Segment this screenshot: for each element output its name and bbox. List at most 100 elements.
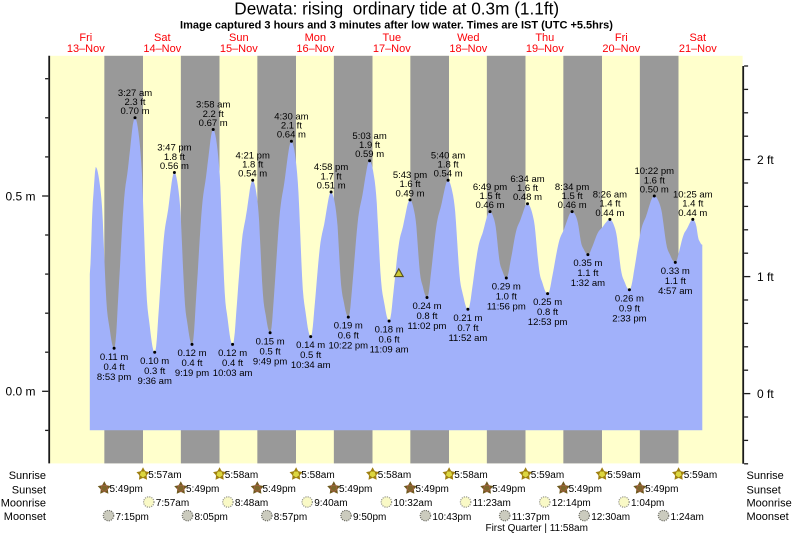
svg-text:6:49 pm: 6:49 pm xyxy=(473,182,507,193)
svg-text:11:52 am: 11:52 am xyxy=(448,333,487,344)
svg-text:0.5 ft: 0.5 ft xyxy=(300,350,321,361)
svg-text:0.4 ft: 0.4 ft xyxy=(181,358,202,369)
svg-text:0.50 m: 0.50 m xyxy=(640,184,669,195)
svg-text:0.6 ft: 0.6 ft xyxy=(338,331,359,342)
svg-text:1.6 ft: 1.6 ft xyxy=(399,179,420,190)
svg-text:8:26 am: 8:26 am xyxy=(593,190,627,201)
svg-text:0.59 m: 0.59 m xyxy=(355,149,384,160)
svg-text:10:25 am: 10:25 am xyxy=(673,190,713,201)
svg-text:5:49pm: 5:49pm xyxy=(186,484,219,495)
svg-text:Moonset: Moonset xyxy=(747,511,789,523)
svg-text:0.12 m: 0.12 m xyxy=(177,348,206,359)
svg-text:18–Nov: 18–Nov xyxy=(449,43,487,55)
svg-text:11:37pm: 11:37pm xyxy=(512,512,550,523)
svg-text:5:59am: 5:59am xyxy=(684,470,717,481)
svg-text:4:30 am: 4:30 am xyxy=(274,112,308,123)
svg-text:2.1 ft: 2.1 ft xyxy=(281,121,302,132)
svg-text:Sun: Sun xyxy=(229,32,249,44)
svg-text:0.29 m: 0.29 m xyxy=(492,282,521,293)
svg-text:12:53 pm: 12:53 pm xyxy=(528,317,568,328)
svg-text:14–Nov: 14–Nov xyxy=(143,43,181,55)
svg-text:0.8 ft: 0.8 ft xyxy=(416,311,437,322)
svg-text:1:24am: 1:24am xyxy=(671,512,704,523)
svg-text:16–Nov: 16–Nov xyxy=(296,43,334,55)
svg-text:3:47 pm: 3:47 pm xyxy=(157,143,191,154)
svg-text:5:58am: 5:58am xyxy=(378,470,411,481)
svg-text:0.48 m: 0.48 m xyxy=(513,192,542,203)
svg-text:0.15 m: 0.15 m xyxy=(256,336,285,347)
svg-text:0.44 m: 0.44 m xyxy=(595,208,624,219)
svg-text:0.4 ft: 0.4 ft xyxy=(222,358,243,369)
svg-text:2.2 ft: 2.2 ft xyxy=(203,109,224,120)
svg-text:0.25 m: 0.25 m xyxy=(533,297,562,308)
svg-text:0.14 m: 0.14 m xyxy=(296,340,325,351)
svg-text:20–Nov: 20–Nov xyxy=(602,43,640,55)
svg-text:0.5 m: 0.5 m xyxy=(5,189,35,203)
svg-text:13–Nov: 13–Nov xyxy=(67,43,105,55)
svg-text:Dewata: rising ordinary tide: Dewata: rising ordinary tide at 0.3m (1.… xyxy=(234,0,559,19)
svg-text:5:58am: 5:58am xyxy=(301,470,334,481)
svg-text:10:32am: 10:32am xyxy=(393,498,432,509)
svg-text:15–Nov: 15–Nov xyxy=(220,43,258,55)
svg-text:0.7 ft: 0.7 ft xyxy=(457,323,478,334)
svg-text:5:49pm: 5:49pm xyxy=(569,484,602,495)
svg-text:7:57am: 7:57am xyxy=(156,498,189,509)
svg-text:3:27 am: 3:27 am xyxy=(118,88,152,99)
svg-text:First Quarter | 11:58am: First Quarter | 11:58am xyxy=(485,523,587,534)
svg-text:4:58 pm: 4:58 pm xyxy=(314,162,348,173)
svg-text:3:58 am: 3:58 am xyxy=(196,100,230,111)
svg-text:1.6 ft: 1.6 ft xyxy=(644,175,665,186)
svg-text:10:22 pm: 10:22 pm xyxy=(634,166,674,177)
svg-text:Sunrise: Sunrise xyxy=(747,470,784,482)
svg-text:2.3 ft: 2.3 ft xyxy=(124,97,145,108)
svg-text:Sunset: Sunset xyxy=(12,484,46,496)
svg-text:0.21 m: 0.21 m xyxy=(453,313,482,324)
svg-text:Image captured 3 hours and 3 m: Image captured 3 hours and 3 minutes aft… xyxy=(180,19,613,31)
svg-text:11:09 am: 11:09 am xyxy=(370,345,409,356)
svg-text:10:22 pm: 10:22 pm xyxy=(328,341,368,352)
svg-text:0.18 m: 0.18 m xyxy=(375,325,404,336)
svg-text:10:34 am: 10:34 am xyxy=(291,360,331,371)
svg-text:Sat: Sat xyxy=(154,32,171,44)
svg-text:5:49pm: 5:49pm xyxy=(110,484,143,495)
svg-text:0.19 m: 0.19 m xyxy=(334,321,363,332)
svg-text:0.64 m: 0.64 m xyxy=(277,130,306,141)
svg-text:1.8 ft: 1.8 ft xyxy=(438,160,459,171)
svg-text:5:43 pm: 5:43 pm xyxy=(393,170,427,181)
svg-text:0.4 ft: 0.4 ft xyxy=(104,362,125,373)
svg-text:4:21 pm: 4:21 pm xyxy=(236,151,270,162)
svg-text:19–Nov: 19–Nov xyxy=(526,43,564,55)
svg-text:10:03 am: 10:03 am xyxy=(213,368,253,379)
svg-text:0.35 m: 0.35 m xyxy=(573,258,602,269)
svg-text:8:34 pm: 8:34 pm xyxy=(555,182,589,193)
svg-text:5:58am: 5:58am xyxy=(225,470,258,481)
svg-text:1.5 ft: 1.5 ft xyxy=(479,191,500,202)
svg-text:0.0 m: 0.0 m xyxy=(5,385,35,399)
svg-text:9:19 pm: 9:19 pm xyxy=(175,368,209,379)
svg-text:6:34 am: 6:34 am xyxy=(510,174,544,185)
svg-text:1.4 ft: 1.4 ft xyxy=(599,199,620,210)
svg-text:8:57pm: 8:57pm xyxy=(274,512,307,523)
svg-text:1.0 ft: 1.0 ft xyxy=(496,292,517,303)
svg-text:Tue: Tue xyxy=(383,32,402,44)
svg-text:Wed: Wed xyxy=(457,32,479,44)
svg-text:0 ft: 0 ft xyxy=(757,387,774,401)
svg-text:11:56 pm: 11:56 pm xyxy=(487,302,526,313)
svg-text:Fri: Fri xyxy=(79,32,92,44)
svg-text:5:58am: 5:58am xyxy=(454,470,487,481)
svg-text:5:59am: 5:59am xyxy=(607,470,640,481)
svg-text:Sunset: Sunset xyxy=(747,484,781,496)
svg-text:0.46 m: 0.46 m xyxy=(475,200,504,211)
svg-text:1.1 ft: 1.1 ft xyxy=(577,268,598,279)
svg-text:Sat: Sat xyxy=(690,32,707,44)
svg-text:0.24 m: 0.24 m xyxy=(412,301,441,312)
svg-text:5:57am: 5:57am xyxy=(148,470,181,481)
svg-text:5:40 am: 5:40 am xyxy=(431,151,465,162)
svg-text:8:05pm: 8:05pm xyxy=(195,512,228,523)
svg-text:5:49pm: 5:49pm xyxy=(339,484,372,495)
svg-text:0.44 m: 0.44 m xyxy=(678,208,707,219)
svg-text:0.67 m: 0.67 m xyxy=(199,118,228,129)
svg-text:1.6 ft: 1.6 ft xyxy=(517,183,538,194)
svg-text:1.4 ft: 1.4 ft xyxy=(682,199,703,210)
svg-text:9:36 am: 9:36 am xyxy=(138,376,172,387)
